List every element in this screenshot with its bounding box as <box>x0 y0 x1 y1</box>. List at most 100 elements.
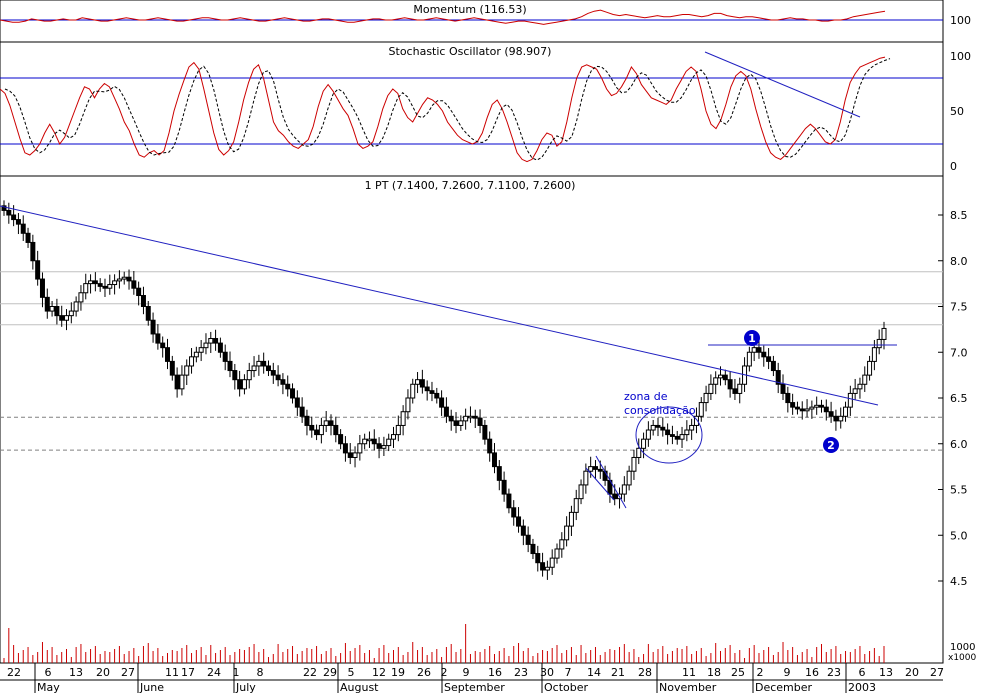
stochastic-tick-label: 50 <box>950 105 964 118</box>
candle-down <box>482 424 488 440</box>
candle-down <box>261 360 267 367</box>
candle-down <box>338 434 344 445</box>
day-tick-label: 21 <box>611 666 625 679</box>
day-tick-label: 22 <box>7 666 21 679</box>
candle-down <box>285 383 291 390</box>
day-tick-label: 29 <box>323 666 337 679</box>
candle-up <box>698 402 704 417</box>
candle-up <box>564 525 570 541</box>
candle-down <box>525 534 531 545</box>
candle-up <box>68 310 74 317</box>
candle-down <box>516 516 522 527</box>
candle-up <box>708 383 714 394</box>
candle-down <box>766 356 772 362</box>
candle-down <box>265 365 271 372</box>
candle-up <box>871 347 877 362</box>
candle-up <box>88 280 94 285</box>
candle-down <box>491 452 497 468</box>
candle-down <box>520 525 526 536</box>
downtrend-channel-lower <box>585 467 615 501</box>
candle-up <box>189 356 195 367</box>
candle-up <box>400 411 406 426</box>
candle-up <box>405 397 411 413</box>
candle-down <box>213 338 219 344</box>
candle-down <box>270 370 276 376</box>
candle-up <box>751 347 757 353</box>
day-tick-label: 17 <box>181 666 195 679</box>
downtrend-channel-upper <box>595 455 627 509</box>
candle-down <box>299 406 305 417</box>
day-tick-label: 30 <box>540 666 554 679</box>
day-tick-label: 28 <box>638 666 652 679</box>
candle-up <box>415 379 421 385</box>
day-tick-label: 27 <box>121 666 135 679</box>
month-label: December <box>755 681 813 693</box>
candle-down <box>150 319 156 335</box>
candle-up <box>458 420 464 426</box>
candle-down <box>160 342 166 349</box>
candle-up <box>857 383 863 390</box>
day-tick-label: 6 <box>45 666 52 679</box>
candle-down <box>592 466 598 470</box>
candle-up <box>410 383 416 399</box>
candle-down <box>487 438 493 454</box>
candle-down <box>136 287 142 297</box>
candle-down <box>443 406 449 417</box>
candle-down <box>140 295 146 307</box>
candle-up <box>391 434 397 440</box>
day-tick-label: 25 <box>731 666 745 679</box>
candle-down <box>780 383 786 394</box>
candle-down <box>540 562 546 571</box>
month-label: October <box>544 681 588 693</box>
candle-up <box>718 374 724 379</box>
candle-down <box>429 390 435 394</box>
candle-down <box>439 397 445 408</box>
day-tick-label: 26 <box>417 666 431 679</box>
day-tick-label: 9 <box>463 666 470 679</box>
day-tick-label: 23 <box>514 666 528 679</box>
day-tick-label: 7 <box>565 666 572 679</box>
day-tick-label: 12 <box>372 666 386 679</box>
candle-down <box>294 397 300 408</box>
candle-down <box>155 333 161 344</box>
day-tick-label: 5 <box>348 666 355 679</box>
candle-up <box>467 415 473 419</box>
candle-down <box>280 379 286 385</box>
candle-down <box>727 379 733 390</box>
candle-up <box>684 429 690 436</box>
candle-down <box>237 379 243 390</box>
candle-down <box>833 415 839 422</box>
candle-down <box>126 276 132 282</box>
month-label: 2003 <box>848 681 876 693</box>
candle-down <box>44 296 50 312</box>
candle-down <box>164 347 170 362</box>
candle-down <box>102 285 108 289</box>
candle-up <box>689 424 695 431</box>
candle-up <box>116 278 122 282</box>
candle-down <box>434 392 440 399</box>
descending-trendline <box>0 205 879 406</box>
day-tick-label: 9 <box>784 666 791 679</box>
candle-up <box>64 315 70 321</box>
candle-up <box>395 424 401 436</box>
candle-down <box>25 232 31 243</box>
candle-down <box>1 205 7 211</box>
price-panel <box>0 175 944 664</box>
candle-down <box>174 374 180 390</box>
candle-down <box>54 306 60 317</box>
price-tick-label: 8.5 <box>950 209 968 222</box>
candle-up <box>352 452 358 458</box>
candle-down <box>472 415 478 419</box>
candle-down <box>59 315 65 321</box>
candle-up <box>107 284 113 289</box>
consolidation-label-line1: zona de <box>624 390 668 403</box>
day-tick-label: 1 <box>233 666 240 679</box>
candle-down <box>790 402 796 408</box>
month-label: September <box>444 681 505 693</box>
candle-up <box>208 338 214 344</box>
candle-up <box>256 360 262 367</box>
candle-down <box>328 420 334 426</box>
candle-up <box>626 470 632 486</box>
candle-down <box>131 280 137 289</box>
